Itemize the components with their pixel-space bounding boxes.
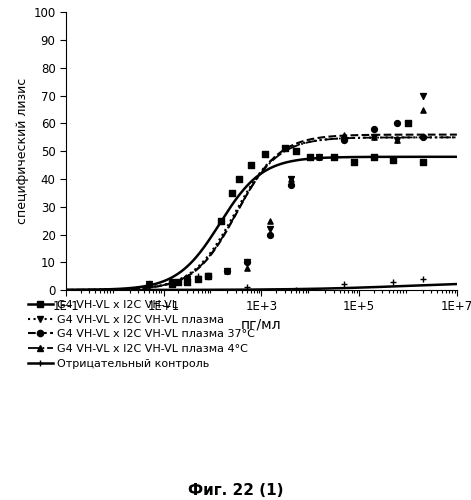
- Point: [419, 106, 426, 114]
- Point: [393, 120, 401, 128]
- Point: [370, 134, 378, 141]
- Point: [419, 158, 426, 166]
- Point: [390, 156, 397, 164]
- Point: [281, 144, 289, 152]
- Point: [145, 280, 153, 288]
- Point: [169, 280, 176, 288]
- Point: [204, 272, 211, 280]
- Point: [145, 280, 153, 288]
- Point: [419, 92, 426, 100]
- Point: [183, 275, 191, 283]
- Point: [223, 266, 231, 274]
- Point: [183, 275, 191, 283]
- Point: [261, 150, 269, 158]
- Point: [236, 175, 243, 183]
- Point: [218, 216, 225, 224]
- Point: [315, 153, 323, 161]
- Point: [370, 134, 378, 141]
- X-axis label: пг/мл: пг/мл: [241, 318, 282, 332]
- Point: [330, 153, 337, 161]
- Point: [169, 278, 176, 285]
- Point: [307, 153, 314, 161]
- Point: [350, 158, 358, 166]
- Point: [204, 272, 211, 280]
- Point: [243, 258, 251, 266]
- Point: [419, 275, 426, 283]
- Point: [204, 272, 211, 280]
- Point: [183, 278, 191, 285]
- Point: [419, 134, 426, 141]
- Point: [315, 153, 323, 161]
- Point: [266, 225, 274, 233]
- Point: [243, 258, 251, 266]
- Point: [292, 286, 300, 294]
- Point: [204, 272, 211, 280]
- Point: [266, 216, 274, 224]
- Point: [341, 136, 348, 144]
- Point: [287, 175, 294, 183]
- Point: [228, 189, 236, 197]
- Y-axis label: специфический лизис: специфический лизис: [16, 78, 29, 225]
- Point: [341, 136, 348, 144]
- Point: [247, 161, 254, 169]
- Point: [194, 275, 202, 283]
- Point: [292, 147, 300, 155]
- Point: [169, 278, 176, 285]
- Point: [370, 125, 378, 133]
- Point: [370, 153, 378, 161]
- Point: [223, 266, 231, 274]
- Point: [390, 278, 397, 285]
- Point: [243, 264, 251, 272]
- Point: [341, 280, 348, 288]
- Point: [145, 283, 153, 291]
- Point: [266, 230, 274, 238]
- Point: [194, 272, 202, 280]
- Point: [223, 266, 231, 274]
- Point: [404, 120, 412, 128]
- Point: [243, 283, 251, 291]
- Point: [287, 175, 294, 183]
- Point: [287, 180, 294, 188]
- Point: [145, 280, 153, 288]
- Point: [175, 278, 182, 285]
- Point: [183, 278, 191, 285]
- Point: [315, 153, 323, 161]
- Text: Фиг. 22 (1): Фиг. 22 (1): [188, 483, 283, 498]
- Point: [393, 136, 401, 144]
- Point: [169, 278, 176, 285]
- Point: [341, 130, 348, 138]
- Point: [393, 136, 401, 144]
- Legend: G4 VH-VL x I2C VH-VL, G4 VH-VL x I2C VH-VL плазма, G4 VH-VL x I2C VH-VL плазма 3: G4 VH-VL x I2C VH-VL, G4 VH-VL x I2C VH-…: [28, 300, 255, 368]
